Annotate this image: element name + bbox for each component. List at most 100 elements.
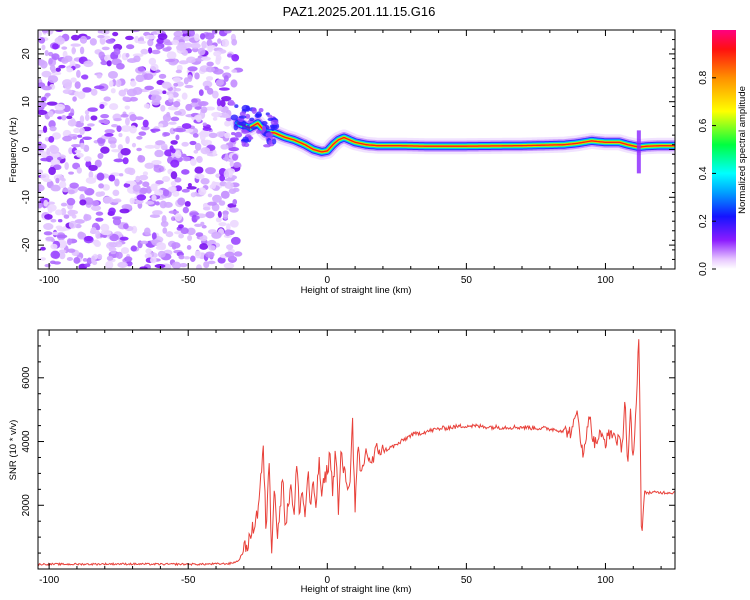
noise-speckle	[108, 80, 114, 87]
noise-speckle	[187, 235, 193, 241]
noise-speckle	[155, 201, 160, 206]
noise-speckle	[82, 258, 88, 262]
noise-speckle	[64, 82, 72, 90]
noise-speckle	[212, 68, 224, 75]
noise-speckle	[96, 172, 105, 181]
noise-speckle	[142, 181, 150, 188]
noise-speckle	[95, 224, 101, 231]
noise-speckle	[190, 255, 196, 263]
noise-speckle	[139, 187, 148, 194]
noise-speckle	[83, 144, 90, 153]
noise-speckle	[43, 223, 54, 231]
noise-speckle	[181, 123, 192, 129]
noise-speckle	[54, 103, 66, 111]
transition-blob	[231, 132, 236, 136]
noise-speckle	[212, 116, 218, 121]
noise-speckle	[86, 257, 93, 265]
noise-speckle	[120, 148, 131, 156]
noise-speckle	[111, 149, 121, 153]
noise-speckle	[55, 67, 61, 72]
noise-speckle	[201, 40, 207, 49]
noise-speckle	[110, 88, 116, 94]
noise-speckle	[136, 135, 143, 140]
noise-speckle	[137, 155, 146, 163]
noise-speckle	[140, 48, 149, 55]
noise-speckle	[123, 223, 129, 230]
noise-speckle	[227, 99, 235, 105]
noise-speckle	[223, 170, 229, 178]
noise-speckle	[117, 261, 128, 268]
x-tick-label: 0	[325, 275, 331, 286]
noise-speckle	[51, 132, 61, 140]
colorbar-tick-label: 0.6	[698, 118, 709, 132]
noise-speckle	[98, 183, 105, 189]
noise-speckle	[202, 206, 211, 211]
noise-speckle	[215, 79, 224, 86]
noise-speckle	[113, 158, 124, 163]
noise-speckle	[43, 178, 52, 183]
noise-speckle	[45, 236, 55, 241]
noise-speckle	[206, 61, 214, 67]
transition-blob	[238, 115, 247, 119]
noise-speckle	[150, 63, 159, 71]
noise-speckle	[41, 70, 52, 78]
noise-speckle	[174, 177, 182, 183]
noise-speckle	[46, 148, 51, 156]
noise-speckle	[52, 43, 59, 50]
noise-speckle	[125, 135, 130, 145]
noise-speckle	[40, 157, 51, 162]
noise-speckle	[144, 162, 155, 169]
noise-speckle	[135, 74, 145, 83]
noise-speckle	[111, 198, 122, 203]
x-tick-label: 100	[597, 275, 614, 286]
x-tick-label: -100	[39, 575, 59, 586]
noise-speckle	[187, 182, 192, 188]
noise-speckle	[173, 82, 179, 87]
y-tick-label: 0	[21, 146, 32, 152]
noise-speckle	[161, 215, 167, 224]
noise-speckle	[185, 103, 193, 111]
noise-speckle	[98, 119, 106, 124]
noise-speckle	[104, 129, 115, 134]
noise-speckle	[90, 115, 98, 121]
noise-speckle	[168, 210, 180, 214]
x-tick-label: 50	[461, 275, 473, 286]
noise-speckle	[226, 244, 234, 251]
noise-speckle	[205, 167, 216, 175]
noise-speckle	[180, 227, 189, 235]
transition-blob	[245, 105, 251, 112]
transition-blob	[249, 117, 255, 122]
noise-speckle	[41, 30, 49, 33]
noise-speckle	[177, 197, 186, 206]
noise-speckle	[72, 96, 77, 102]
noise-speckle	[70, 77, 77, 83]
noise-speckle	[94, 159, 102, 168]
noise-speckle	[100, 229, 112, 236]
noise-speckle	[196, 264, 202, 269]
noise-speckle	[55, 225, 63, 230]
noise-speckle	[120, 247, 130, 254]
noise-speckle	[119, 208, 130, 214]
noise-speckle	[197, 47, 206, 56]
noise-speckle	[118, 133, 123, 138]
noise-speckle	[120, 125, 132, 133]
noise-speckle	[181, 188, 190, 193]
noise-speckle	[186, 186, 197, 190]
noise-speckle	[190, 43, 201, 49]
noise-speckle	[228, 146, 240, 152]
noise-speckle	[218, 87, 230, 91]
noise-speckle	[178, 60, 189, 65]
noise-speckle	[62, 89, 73, 95]
noise-speckle	[48, 57, 53, 65]
noise-speckle	[54, 36, 65, 45]
noise-speckle	[137, 66, 145, 72]
noise-speckle	[74, 149, 82, 154]
noise-speckle	[61, 57, 69, 64]
noise-speckle	[58, 241, 67, 249]
noise-speckle	[76, 152, 84, 158]
noise-speckle	[74, 219, 85, 224]
noise-speckle	[136, 194, 147, 201]
noise-speckle	[100, 113, 110, 119]
noise-speckle	[70, 43, 81, 47]
noise-speckle	[39, 151, 49, 158]
